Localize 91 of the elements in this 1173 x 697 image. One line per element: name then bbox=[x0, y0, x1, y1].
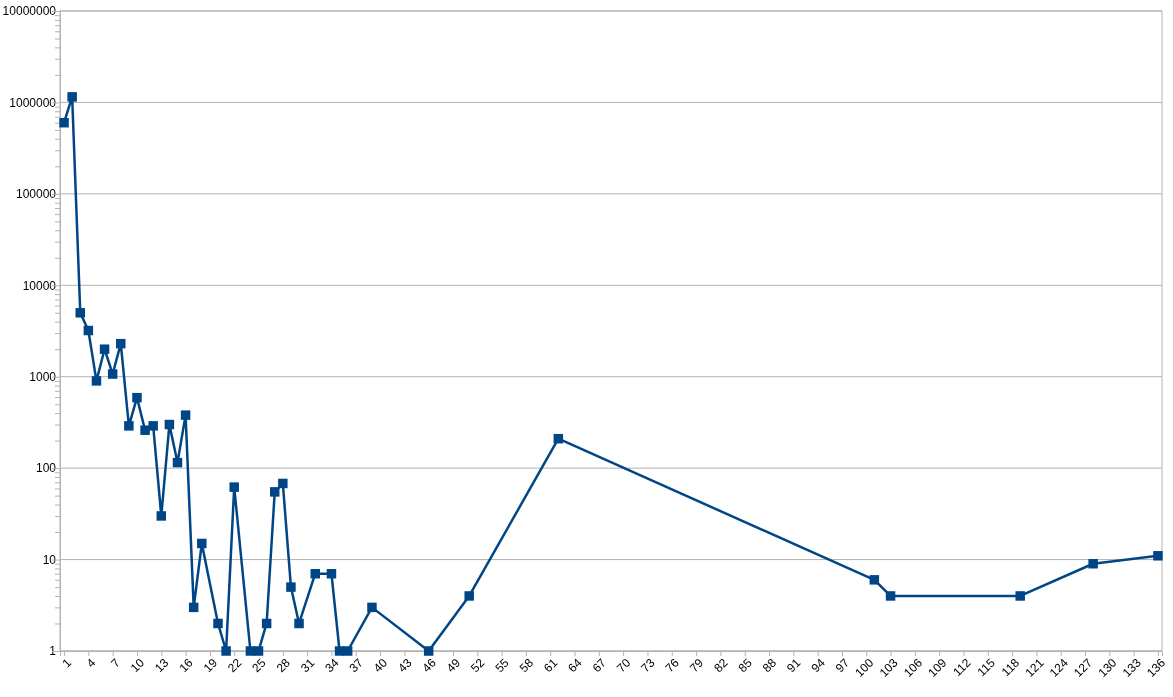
point bbox=[156, 511, 167, 521]
x-tick-label: 16 bbox=[176, 655, 196, 676]
x-tick-label: 43 bbox=[395, 655, 415, 676]
x-tick-label: 70 bbox=[613, 655, 634, 676]
x-tick-label: 97 bbox=[832, 655, 853, 676]
x-tick-label: 91 bbox=[784, 655, 804, 676]
point bbox=[269, 487, 280, 497]
y-tick-label: 100000 bbox=[15, 187, 57, 202]
point bbox=[107, 369, 118, 379]
point bbox=[99, 344, 110, 354]
x-tick-label: 22 bbox=[224, 655, 245, 676]
x-tick-label: 64 bbox=[565, 655, 585, 676]
point bbox=[286, 582, 296, 592]
point bbox=[83, 325, 94, 336]
point bbox=[213, 618, 223, 629]
x-tick-label: 19 bbox=[200, 655, 221, 676]
point bbox=[367, 602, 377, 613]
y-tick-label: 10000 bbox=[22, 278, 57, 293]
point bbox=[59, 117, 69, 128]
x-tick-label: 103 bbox=[876, 655, 901, 680]
point bbox=[885, 591, 896, 601]
x-tick-label: 121 bbox=[1022, 655, 1047, 680]
point bbox=[67, 92, 77, 102]
y-tick-label: 1000 bbox=[29, 370, 57, 385]
x-tick-label: 94 bbox=[808, 655, 828, 676]
x-tick-label: 88 bbox=[759, 655, 780, 676]
point bbox=[172, 457, 183, 468]
x-tick-label: 106 bbox=[900, 655, 926, 680]
point bbox=[221, 646, 231, 656]
x-tick-label: 85 bbox=[735, 655, 756, 676]
point bbox=[164, 419, 175, 430]
y-tick-label: 100 bbox=[35, 461, 57, 476]
y-tick-label: 10000000 bbox=[2, 4, 57, 19]
point bbox=[326, 568, 337, 579]
x-tick-label: 1 bbox=[59, 655, 75, 671]
y-tick-label: 10 bbox=[42, 552, 57, 567]
x-tick-label: 25 bbox=[249, 655, 269, 676]
point bbox=[124, 421, 134, 431]
x-tick-label: 55 bbox=[492, 655, 512, 676]
point bbox=[553, 433, 564, 444]
point bbox=[1088, 559, 1098, 569]
x-tick-label: 49 bbox=[443, 655, 464, 676]
x-tick-label: 73 bbox=[638, 655, 658, 676]
x-tick-label: 7 bbox=[108, 655, 124, 671]
x-tick-label: 31 bbox=[297, 655, 318, 676]
x-tick-label: 127 bbox=[1071, 655, 1096, 680]
x-tick-label: 13 bbox=[152, 655, 172, 676]
x-tick-label: 28 bbox=[273, 655, 294, 676]
x-tick-label: 118 bbox=[998, 655, 1023, 680]
point bbox=[91, 376, 102, 386]
x-tick-label: 61 bbox=[541, 655, 561, 676]
point bbox=[294, 618, 304, 629]
point bbox=[188, 602, 199, 613]
point bbox=[423, 646, 434, 656]
x-tick-label: 52 bbox=[468, 655, 488, 676]
x-tick-label: 115 bbox=[974, 655, 999, 680]
x-tick-label: 133 bbox=[1119, 655, 1144, 680]
point bbox=[1153, 551, 1163, 561]
point bbox=[869, 575, 880, 585]
point bbox=[180, 410, 191, 420]
point bbox=[75, 308, 85, 318]
x-tick-label: 100 bbox=[852, 655, 877, 680]
point bbox=[148, 421, 158, 431]
point bbox=[342, 646, 353, 656]
x-tick-label: 79 bbox=[686, 655, 707, 676]
point bbox=[116, 338, 126, 349]
x-tick-label: 37 bbox=[346, 655, 367, 676]
x-tick-label: 4 bbox=[83, 655, 99, 671]
x-tick-label: 130 bbox=[1095, 655, 1120, 680]
x-tick-label: 58 bbox=[516, 655, 537, 676]
x-tick-label: 82 bbox=[711, 655, 731, 676]
point bbox=[310, 568, 320, 579]
point bbox=[229, 482, 239, 492]
point bbox=[278, 478, 288, 489]
x-tick-label: 124 bbox=[1046, 655, 1072, 680]
point bbox=[197, 538, 207, 549]
x-tick-label: 136 bbox=[1144, 655, 1169, 680]
x-tick-label: 76 bbox=[662, 655, 683, 676]
x-tick-label: 67 bbox=[589, 655, 610, 676]
point bbox=[261, 618, 272, 629]
point bbox=[132, 392, 142, 403]
point bbox=[253, 646, 264, 656]
x-tick-label: 46 bbox=[419, 655, 440, 676]
x-tick-label: 10 bbox=[127, 655, 148, 676]
point bbox=[1015, 591, 1025, 601]
x-tick-label: 109 bbox=[925, 655, 950, 680]
x-tick-label: 34 bbox=[322, 655, 342, 676]
y-tick-label: 1000000 bbox=[9, 95, 57, 110]
x-tick-label: 112 bbox=[950, 655, 974, 680]
point bbox=[464, 591, 474, 601]
x-tick-label: 40 bbox=[370, 655, 391, 676]
